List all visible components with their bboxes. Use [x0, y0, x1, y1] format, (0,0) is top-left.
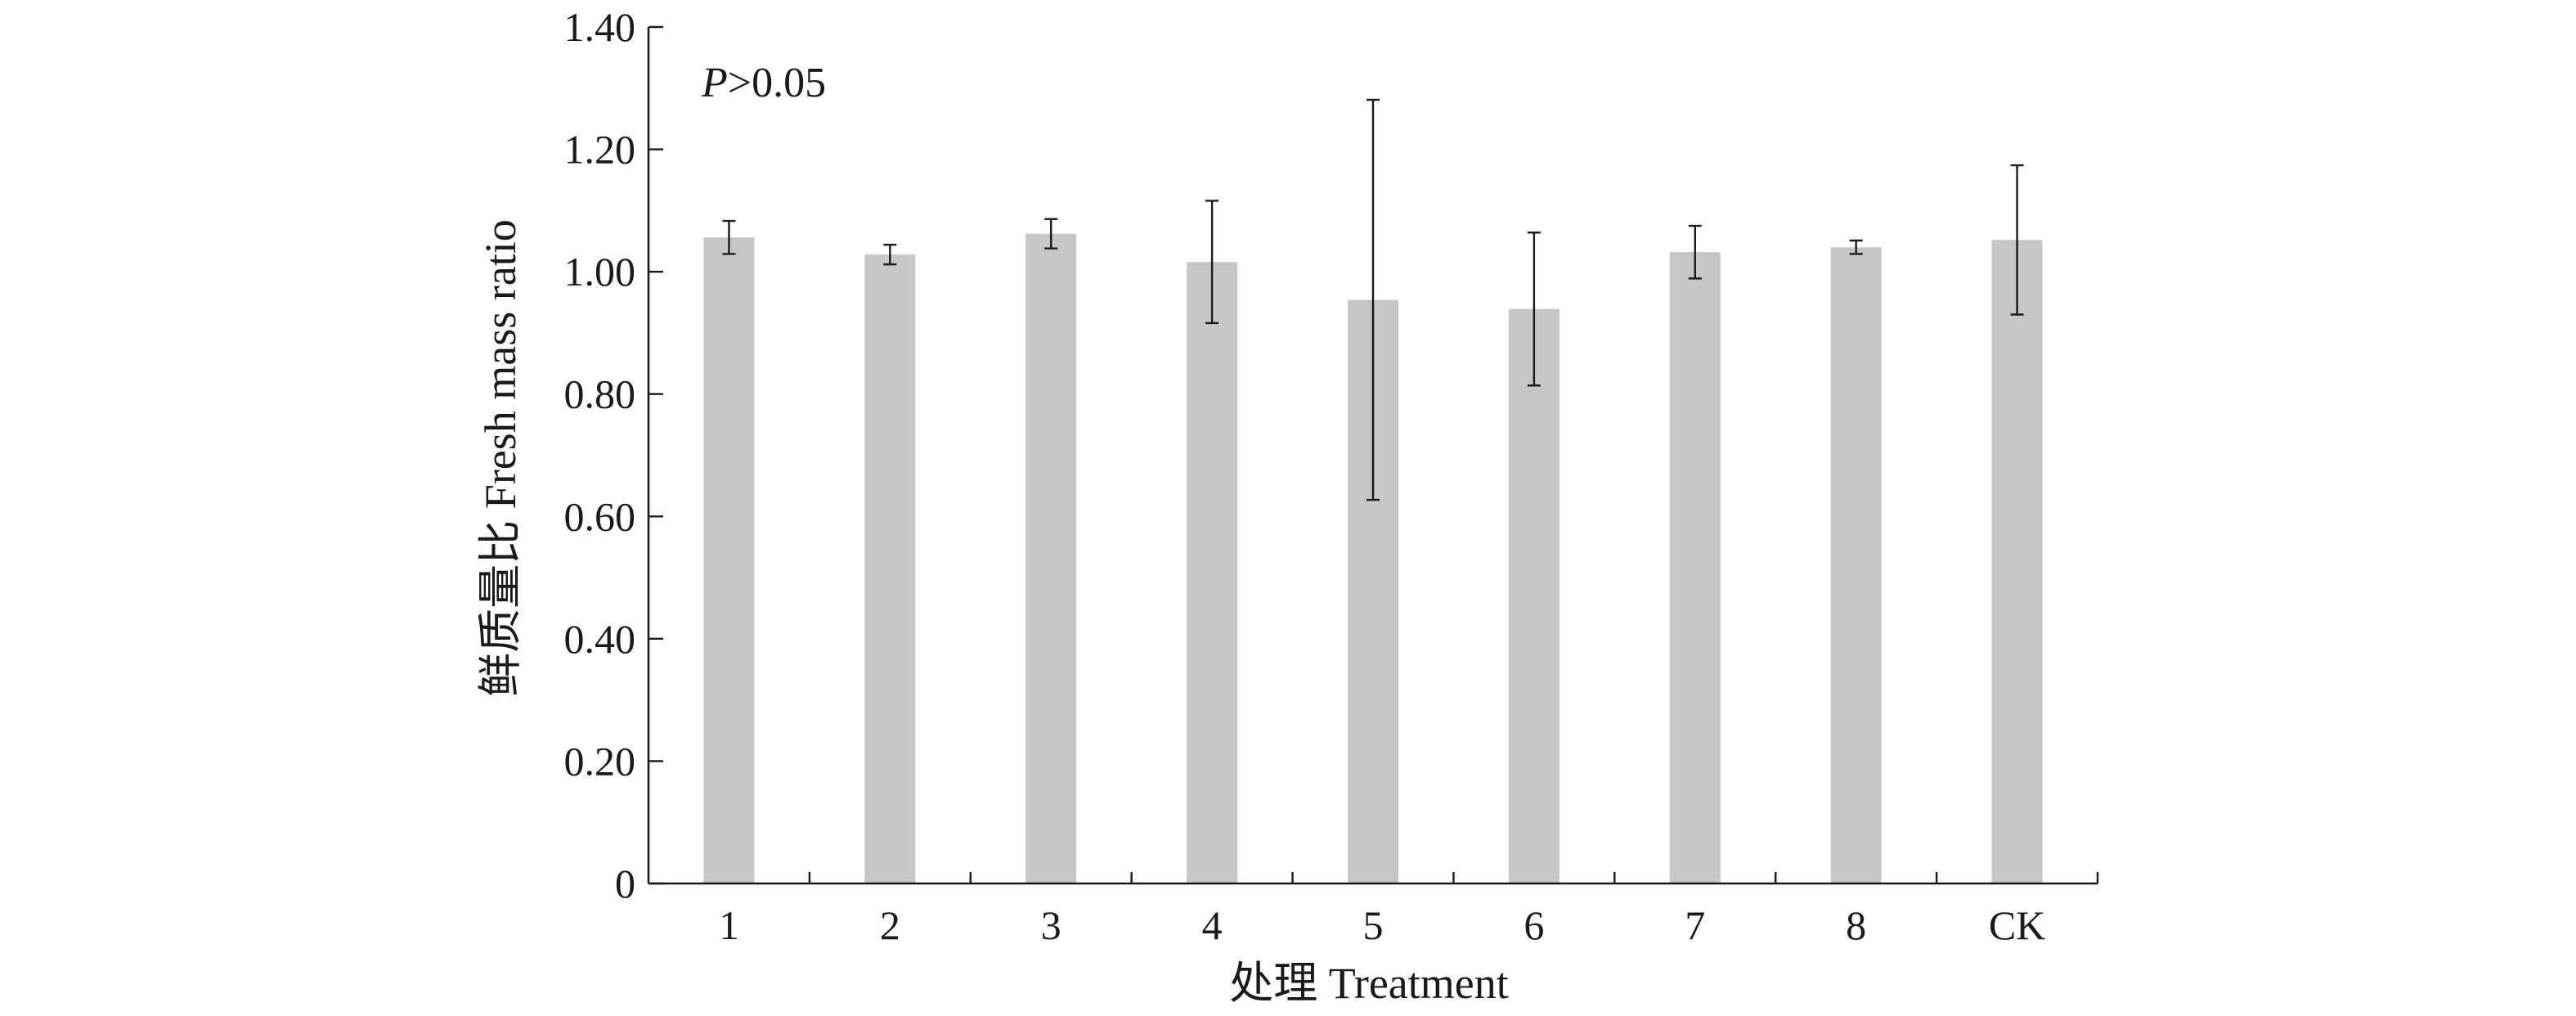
y-axis-title: 鲜质量比 Fresh mass ratio — [476, 219, 525, 696]
significance-annotation: P>0.05 — [701, 60, 826, 106]
bar-8 — [1830, 247, 1882, 883]
bar-2 — [864, 254, 916, 883]
x-tick-label-5: 5 — [1363, 902, 1384, 948]
bar-4 — [1187, 262, 1238, 884]
y-tick-label-3: 0.60 — [564, 493, 636, 539]
y-tick-label-5: 1.00 — [564, 249, 636, 294]
bar-6 — [1508, 308, 1560, 883]
x-axis-title: 处理 Treatment — [1229, 959, 1508, 1008]
x-tick-label-4: 4 — [1202, 902, 1223, 948]
x-tick-label-7: 7 — [1685, 902, 1705, 948]
bar-CK — [1991, 240, 2043, 883]
bar-3 — [1025, 233, 1077, 883]
annotation-p-symbol: P — [701, 60, 728, 106]
axes-layer — [647, 25, 2099, 885]
y-tick-label-1: 0.20 — [564, 738, 636, 784]
bars-layer — [703, 233, 2043, 884]
x-tick-label-2: 2 — [880, 902, 900, 948]
annotation-p-value: >0.05 — [728, 60, 826, 106]
y-tick-label-6: 1.20 — [564, 127, 636, 173]
labels-layer: 1 2 3 4 5 6 7 8 CK 0 0.20 0.40 0.60 0.80 1.00 1.20 1.40 — [564, 4, 2046, 948]
x-tick-label-3: 3 — [1041, 902, 1061, 948]
bar-1 — [703, 237, 755, 884]
y-tick-label-0: 0 — [615, 861, 635, 906]
x-tick-label-8: 8 — [1846, 902, 1866, 948]
error-bars-layer — [722, 98, 2024, 501]
y-tick-label-4: 0.80 — [564, 371, 636, 417]
bar-7 — [1669, 252, 1721, 883]
x-tick-label-6: 6 — [1524, 902, 1544, 948]
x-tick-label-1: 1 — [719, 902, 739, 948]
x-tick-label-CK: CK — [1989, 902, 2045, 948]
y-tick-label-2: 0.40 — [564, 616, 636, 662]
y-tick-label-7: 1.40 — [564, 4, 636, 50]
